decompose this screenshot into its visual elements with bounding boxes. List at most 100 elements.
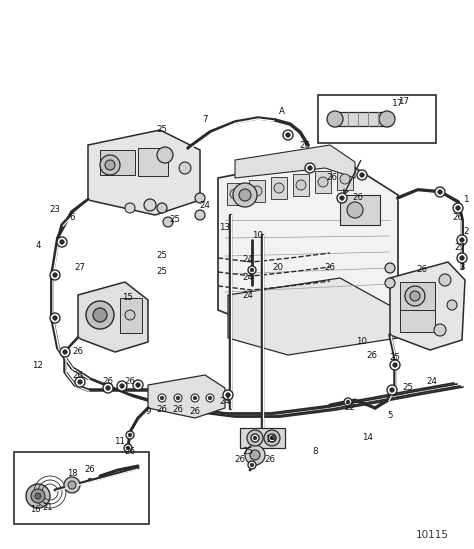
Circle shape <box>226 393 230 397</box>
Text: 7: 7 <box>202 115 208 125</box>
Circle shape <box>26 484 50 508</box>
Circle shape <box>60 240 64 244</box>
Circle shape <box>233 183 257 207</box>
Polygon shape <box>218 155 398 338</box>
Text: 17: 17 <box>392 99 404 109</box>
Circle shape <box>160 396 164 400</box>
Text: 26: 26 <box>125 447 136 457</box>
Circle shape <box>252 186 262 196</box>
Circle shape <box>393 363 397 367</box>
Text: 23: 23 <box>49 205 61 215</box>
Text: 26: 26 <box>125 378 136 386</box>
Circle shape <box>176 396 180 400</box>
Circle shape <box>120 384 124 388</box>
Text: 15: 15 <box>122 294 134 302</box>
Polygon shape <box>88 130 200 215</box>
Text: 26: 26 <box>173 406 183 414</box>
Circle shape <box>387 385 397 395</box>
Circle shape <box>128 433 132 437</box>
Text: 26: 26 <box>73 371 83 379</box>
Circle shape <box>53 273 57 277</box>
Circle shape <box>347 202 363 218</box>
Circle shape <box>457 253 467 263</box>
Circle shape <box>305 163 315 173</box>
Text: 26: 26 <box>235 456 246 464</box>
Circle shape <box>390 388 394 392</box>
Circle shape <box>88 478 92 482</box>
Polygon shape <box>240 428 285 448</box>
Text: 22: 22 <box>345 404 356 412</box>
Circle shape <box>457 235 467 245</box>
Text: 26: 26 <box>300 141 310 149</box>
Circle shape <box>239 189 251 201</box>
Text: 18: 18 <box>67 469 77 479</box>
Text: 12: 12 <box>33 361 44 369</box>
Circle shape <box>296 180 306 190</box>
Circle shape <box>253 436 257 440</box>
Circle shape <box>68 481 76 489</box>
Text: 16: 16 <box>30 506 40 514</box>
Circle shape <box>50 270 60 280</box>
Bar <box>293 174 309 196</box>
Circle shape <box>268 434 276 442</box>
Circle shape <box>174 394 182 402</box>
Circle shape <box>57 237 67 247</box>
Text: 5: 5 <box>387 411 393 419</box>
Circle shape <box>251 434 259 442</box>
Circle shape <box>340 196 344 200</box>
Circle shape <box>126 446 130 450</box>
Circle shape <box>206 394 214 402</box>
Circle shape <box>223 390 233 400</box>
Circle shape <box>447 300 457 310</box>
Bar <box>138 148 168 176</box>
Text: 8: 8 <box>312 447 318 457</box>
Circle shape <box>456 206 460 210</box>
Circle shape <box>35 493 41 499</box>
Bar <box>271 177 287 199</box>
Text: 25: 25 <box>402 384 413 393</box>
Circle shape <box>103 383 113 393</box>
Circle shape <box>245 445 265 465</box>
Circle shape <box>230 189 240 199</box>
Circle shape <box>346 400 350 404</box>
Circle shape <box>264 430 280 446</box>
Text: 24: 24 <box>219 397 230 406</box>
Circle shape <box>318 177 328 187</box>
Text: 3: 3 <box>459 264 465 272</box>
Text: 26: 26 <box>366 350 377 360</box>
Text: 25: 25 <box>390 354 401 362</box>
Text: 25: 25 <box>156 267 167 277</box>
Text: 20: 20 <box>273 264 283 272</box>
Circle shape <box>31 489 45 503</box>
Circle shape <box>286 133 290 137</box>
Circle shape <box>144 199 156 211</box>
Circle shape <box>157 203 167 213</box>
Circle shape <box>357 170 367 180</box>
Circle shape <box>250 450 260 460</box>
Circle shape <box>453 203 463 213</box>
Text: 26: 26 <box>264 456 275 464</box>
Polygon shape <box>148 375 225 418</box>
Circle shape <box>117 381 127 391</box>
Bar <box>14 452 149 524</box>
Circle shape <box>248 266 256 274</box>
Circle shape <box>193 396 197 400</box>
Circle shape <box>308 166 312 170</box>
Circle shape <box>64 477 80 493</box>
Circle shape <box>60 347 70 357</box>
Text: 26: 26 <box>73 348 83 356</box>
Circle shape <box>157 147 173 163</box>
Text: 1: 1 <box>463 195 469 204</box>
Text: 4: 4 <box>35 240 41 249</box>
Circle shape <box>86 301 114 329</box>
Circle shape <box>438 190 442 194</box>
Bar <box>315 171 331 193</box>
Circle shape <box>435 187 445 197</box>
Polygon shape <box>235 145 355 178</box>
Circle shape <box>340 174 350 184</box>
Circle shape <box>63 350 67 354</box>
Circle shape <box>133 380 143 390</box>
Text: 25: 25 <box>170 216 181 225</box>
Text: 24: 24 <box>427 378 438 386</box>
Text: 25: 25 <box>156 250 167 260</box>
